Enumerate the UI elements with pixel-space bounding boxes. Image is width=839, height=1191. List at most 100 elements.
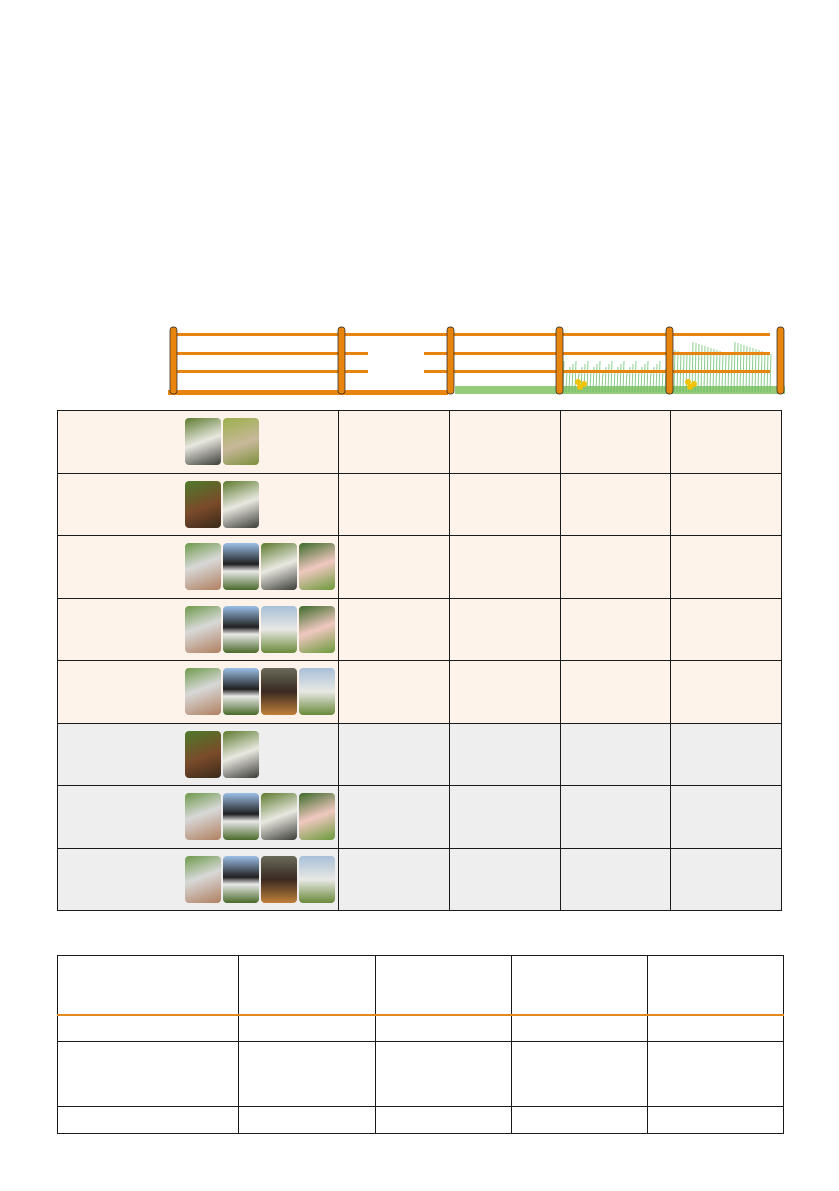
table-cell (375, 1106, 512, 1134)
table-cell (449, 597, 561, 661)
dog-icon (261, 793, 297, 841)
table-row (57, 1106, 784, 1134)
table-cell (57, 660, 339, 724)
fence-illustration (168, 326, 785, 395)
table-cell (560, 535, 671, 599)
horse-icon (185, 730, 221, 778)
table-cell (375, 1014, 512, 1042)
table-cell (560, 722, 671, 786)
grass-blade (610, 360, 613, 393)
boar-icon (261, 855, 297, 903)
table-cell (511, 1106, 648, 1134)
table-cell (647, 1106, 784, 1134)
grass-blade (733, 341, 736, 393)
table-cell (511, 955, 648, 1016)
table-cell (560, 785, 671, 849)
fence-post (446, 326, 455, 395)
grass-blade (589, 369, 592, 393)
dog-icon (261, 543, 297, 591)
animal-thumbnails (185, 730, 338, 778)
fence-post (337, 326, 346, 395)
table-cell (449, 660, 561, 724)
table-cell (670, 410, 782, 474)
table-cell (338, 785, 450, 849)
sheep-icon (261, 605, 297, 653)
table-cell (647, 1014, 784, 1042)
grass-blade (622, 360, 625, 393)
grass-blade (625, 369, 628, 393)
animal-thumbnails (185, 793, 338, 841)
grass-blade (601, 369, 604, 393)
horse-white-icon (185, 605, 221, 653)
table-cell (338, 472, 450, 536)
table-cell (238, 955, 376, 1016)
table-cell (647, 1041, 784, 1107)
cow-icon (223, 668, 259, 716)
table-cell (449, 535, 561, 599)
table-cell (449, 722, 561, 786)
pig-icon (299, 793, 335, 841)
fence-post (169, 326, 178, 395)
table-row (57, 410, 782, 474)
sheep-icon (299, 855, 335, 903)
horse-white-icon (185, 855, 221, 903)
table-cell (57, 472, 339, 536)
table-cell (449, 472, 561, 536)
table-cell (670, 660, 782, 724)
grass-blade (649, 369, 652, 393)
pig-icon (299, 605, 335, 653)
table-cell (57, 785, 339, 849)
specification-table (57, 955, 784, 1134)
grass-blade (634, 360, 637, 393)
dog-icon (223, 480, 259, 528)
table-cell (238, 1041, 376, 1107)
table-cell (449, 785, 561, 849)
table-cell (670, 722, 782, 786)
grass (455, 341, 785, 394)
grass-blade (619, 363, 622, 393)
grass-blade (658, 360, 661, 393)
table-cell (57, 955, 239, 1016)
horse-icon (185, 480, 221, 528)
table-cell (560, 660, 671, 724)
cow-icon (223, 605, 259, 653)
table-row (57, 535, 782, 599)
cat-icon (223, 418, 259, 466)
boar-icon (261, 668, 297, 716)
table-cell (57, 1041, 239, 1107)
grass-blade (730, 354, 733, 393)
dog-icon (185, 418, 221, 466)
table-row (57, 472, 782, 536)
table-cell (670, 472, 782, 536)
grass-blade (655, 363, 658, 393)
animal-thumbnails (185, 543, 338, 591)
cow-icon (223, 855, 259, 903)
flowers-icon (575, 379, 697, 390)
grass-blade (598, 360, 601, 393)
animal-thumbnails (185, 855, 338, 903)
table-cell (338, 722, 450, 786)
grass-blade (613, 369, 616, 393)
dog-icon (223, 730, 259, 778)
horse-white-icon (185, 793, 221, 841)
fence-posts (169, 326, 785, 395)
horse-white-icon (185, 543, 221, 591)
table-row (57, 1041, 784, 1107)
table-cell (670, 785, 782, 849)
table-cell (560, 472, 671, 536)
cow-icon (223, 793, 259, 841)
animal-thumbnails (185, 605, 338, 653)
grass-blade (769, 353, 772, 393)
table-cell (560, 847, 671, 911)
table-cell (338, 535, 450, 599)
grass-blade (595, 363, 598, 393)
table-cell (338, 660, 450, 724)
compatibility-table (57, 410, 782, 911)
grass-blade (646, 360, 649, 393)
pig-icon (299, 543, 335, 591)
table-cell (238, 1014, 376, 1042)
grass-blade (631, 363, 634, 393)
table-cell (338, 597, 450, 661)
table-cell (57, 535, 339, 599)
table-row (57, 1014, 784, 1042)
